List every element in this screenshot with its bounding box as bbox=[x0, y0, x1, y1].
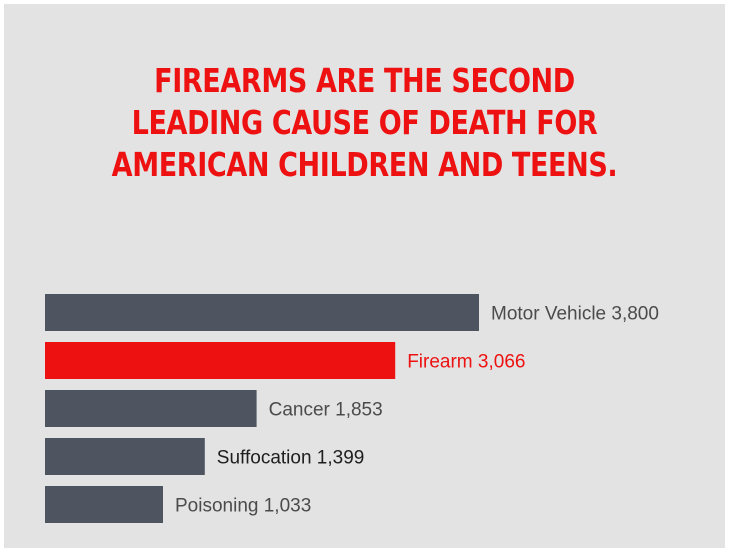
bar-cancer bbox=[45, 390, 257, 427]
bar-motor-vehicle bbox=[45, 294, 479, 331]
bar-label-firearm: Firearm 3,066 bbox=[407, 352, 525, 373]
headline-line-3: AMERICAN CHILDREN AND TEENS. bbox=[111, 145, 618, 184]
bar-label-cancer: Cancer 1,853 bbox=[269, 400, 383, 421]
bar-label-suffocation: Suffocation 1,399 bbox=[217, 448, 365, 469]
bar-label-poisoning: Poisoning 1,033 bbox=[175, 496, 311, 517]
bar-label-motor-vehicle: Motor Vehicle 3,800 bbox=[491, 304, 659, 325]
bar-firearm bbox=[45, 342, 396, 379]
headline-line-2: LEADING CAUSE OF DEATH FOR bbox=[131, 103, 598, 142]
headline-line-1: FIREARMS ARE THE SECOND bbox=[154, 61, 575, 100]
headline: FIREARMS ARE THE SECOND LEADING CAUSE OF… bbox=[4, 60, 725, 186]
bar-poisoning bbox=[45, 486, 163, 523]
bar-suffocation bbox=[45, 438, 205, 475]
